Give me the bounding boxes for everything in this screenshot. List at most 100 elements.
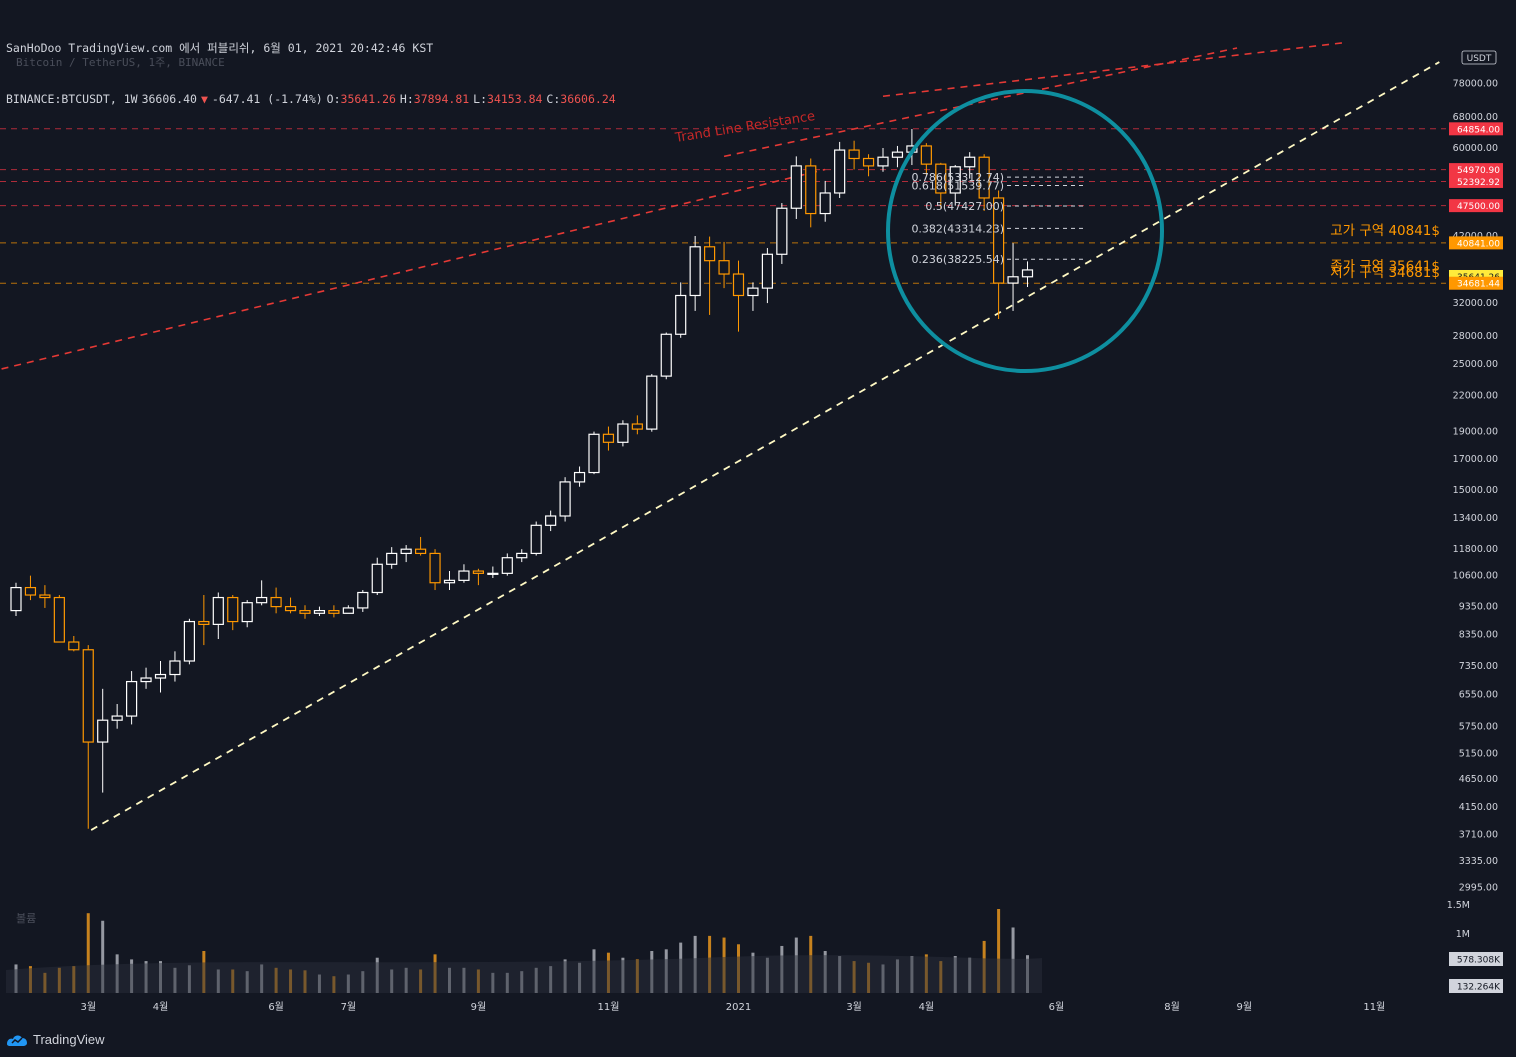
- candle-body: [660, 333, 672, 377]
- candle-body: [992, 197, 1005, 284]
- candle-body: [227, 596, 239, 623]
- time-axis[interactable]: 3월 4월 6월 7월 9월 11월 2021 3월 4월 6월 8월 9월 11월: [80, 1001, 1385, 1013]
- symbol: BINANCE:BTCUSDT, 1W: [6, 92, 138, 106]
- time-tick: 4월: [153, 1001, 169, 1013]
- candle-body: [198, 620, 210, 625]
- candle-body: [964, 156, 976, 168]
- volume-label-text: 578.308K: [1457, 956, 1501, 966]
- price-tick: 25000.00: [1453, 359, 1498, 370]
- highlight-circle: [886, 89, 1164, 373]
- fib-retracement: 0.786(53312.74)0.618(51539.77) 0.5(47427.…: [911, 171, 1083, 266]
- candles: [10, 129, 1034, 829]
- fib-label: 0.236(38225.54): [911, 253, 1004, 266]
- candle-body: [949, 166, 961, 194]
- horizontal-levels: [0, 128, 1446, 284]
- price-tick: 11800.00: [1453, 544, 1498, 555]
- candle-body: [602, 433, 615, 443]
- candle-body: [920, 145, 932, 165]
- price-tick: 60000.00: [1453, 143, 1498, 154]
- price-label-text: 47500.00: [1457, 202, 1500, 212]
- candle-body: [39, 594, 51, 599]
- price-tick: 32000.00: [1453, 298, 1498, 309]
- upper-trendline-b: [882, 41, 1346, 98]
- price-axis[interactable]: 78000.0068000.0060000.0042000.0036000.00…: [1447, 50, 1503, 993]
- price-tick: 19000.00: [1453, 427, 1498, 438]
- zone-label: 저가 구역 34681$: [1330, 265, 1440, 281]
- publish-line: SanHoDoo TradingView.com 에서 퍼블리쉬, 6월 01,…: [6, 41, 434, 55]
- time-tick: 6월: [268, 1001, 284, 1013]
- candle-body: [588, 433, 600, 474]
- candle-body: [501, 557, 513, 574]
- fib-label: 0.5(47427.00): [925, 200, 1004, 213]
- brand-footer[interactable]: TradingView: [6, 1032, 105, 1047]
- tradingview-logo-icon: [7, 1034, 27, 1046]
- candle-body: [703, 246, 716, 262]
- candle-body: [487, 572, 499, 575]
- candle-body: [24, 586, 37, 596]
- volume-tick: 1.5M: [1447, 900, 1470, 911]
- price-label-tag: [1449, 174, 1503, 188]
- volume-label-tag: [1449, 979, 1503, 993]
- time-tick: 11월: [1363, 1001, 1385, 1013]
- volume-label-tag: [1449, 952, 1503, 966]
- down-arrow-icon: ▼: [200, 92, 208, 106]
- candle-body: [834, 149, 846, 194]
- low-label: L:: [473, 92, 488, 106]
- low-value: 34153.84: [487, 92, 543, 106]
- annotations: Trand Line Resistance 고가 구역 40841$ 종가 구역 3…: [673, 89, 1440, 373]
- price-tick: 9350.00: [1459, 602, 1498, 613]
- price-tick: 28000.00: [1453, 331, 1498, 342]
- candle-body: [675, 294, 687, 335]
- close-label: C:: [546, 92, 561, 106]
- volume-bar: [101, 920, 105, 993]
- price-label-text: 64854.00: [1457, 125, 1500, 135]
- candle-body: [790, 165, 802, 209]
- candle-body: [10, 586, 22, 612]
- candle-body: [400, 548, 412, 555]
- time-tick: 11월: [597, 1001, 619, 1013]
- candle-body: [516, 552, 528, 559]
- legend-title: Bitcoin / TetherUS, 1주, BINANCE: [16, 56, 225, 69]
- volume-bars: [6, 909, 1042, 993]
- fib-label: 0.786(53312.74): [911, 171, 1004, 184]
- price-label-tag: [1449, 199, 1503, 213]
- time-tick: 9월: [471, 1001, 487, 1013]
- time-tick: 9월: [1236, 1001, 1252, 1013]
- candle-body: [82, 649, 94, 743]
- ohlc-line: BINANCE:BTCUSDT, 1W 36606.40 ▼ -647.41 (-1.…: [6, 91, 620, 108]
- time-tick: 3월: [846, 1001, 862, 1013]
- candle-body: [1021, 269, 1034, 278]
- time-tick: 2021: [726, 1002, 751, 1013]
- price-tick: 3710.00: [1459, 830, 1498, 841]
- fib-label: 0.382(43314.23): [911, 222, 1004, 235]
- volume-ma-area: [6, 955, 1042, 993]
- candle-body: [978, 156, 990, 199]
- open-value: 35641.26: [340, 92, 396, 106]
- candle-body: [747, 287, 759, 297]
- candle-body: [559, 481, 571, 517]
- candle-body: [140, 677, 152, 683]
- price-label-text: 54970.90: [1457, 166, 1500, 176]
- candle-body: [357, 591, 369, 609]
- time-tick: 6월: [1049, 1001, 1065, 1013]
- time-tick: 3월: [80, 1001, 96, 1013]
- trend-lines: [1, 41, 1440, 831]
- candle-body: [877, 156, 889, 167]
- price-label-tag: [1449, 122, 1503, 136]
- candle-body: [545, 515, 557, 526]
- price-tick: 8350.00: [1459, 630, 1498, 641]
- candle-body: [183, 620, 195, 662]
- candle-body: [458, 570, 470, 581]
- fib-label: 0.618(51539.77): [911, 179, 1004, 192]
- currency-label: USDT: [1467, 54, 1492, 64]
- price-label-text: 34681.44: [1457, 280, 1500, 290]
- candle-body: [415, 548, 427, 555]
- candle-body: [386, 552, 398, 565]
- candle-body: [169, 660, 181, 676]
- price-tick: 7350.00: [1459, 661, 1498, 672]
- candle-body: [270, 596, 282, 608]
- price-tick: 4150.00: [1459, 802, 1498, 813]
- candle-body: [472, 570, 484, 574]
- resistance-trendline: [1, 168, 826, 370]
